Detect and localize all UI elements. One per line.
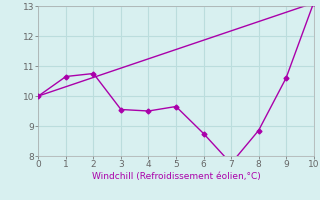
X-axis label: Windchill (Refroidissement éolien,°C): Windchill (Refroidissement éolien,°C) — [92, 172, 260, 181]
